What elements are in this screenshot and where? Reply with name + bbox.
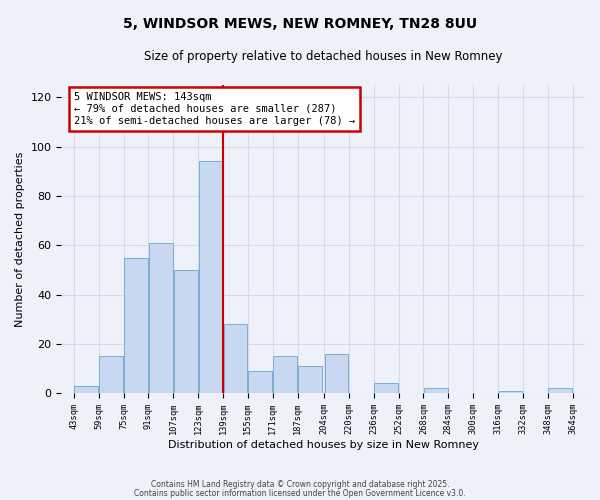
Bar xyxy=(174,270,197,393)
Text: 5 WINDSOR MEWS: 143sqm
← 79% of detached houses are smaller (287)
21% of semi-de: 5 WINDSOR MEWS: 143sqm ← 79% of detached… xyxy=(74,92,355,126)
Bar xyxy=(298,366,322,393)
Bar xyxy=(374,384,398,393)
Text: 5, WINDSOR MEWS, NEW ROMNEY, TN28 8UU: 5, WINDSOR MEWS, NEW ROMNEY, TN28 8UU xyxy=(123,18,477,32)
Bar xyxy=(548,388,572,393)
Bar xyxy=(124,258,148,393)
Text: Contains public sector information licensed under the Open Government Licence v3: Contains public sector information licen… xyxy=(134,488,466,498)
Text: Contains HM Land Registry data © Crown copyright and database right 2025.: Contains HM Land Registry data © Crown c… xyxy=(151,480,449,489)
Bar xyxy=(149,243,173,393)
Bar xyxy=(248,371,272,393)
Y-axis label: Number of detached properties: Number of detached properties xyxy=(15,152,25,327)
Bar xyxy=(224,324,247,393)
Bar xyxy=(199,162,223,393)
Bar xyxy=(424,388,448,393)
Title: Size of property relative to detached houses in New Romney: Size of property relative to detached ho… xyxy=(144,50,502,63)
Bar xyxy=(100,356,123,393)
Bar xyxy=(74,386,98,393)
Bar xyxy=(274,356,297,393)
X-axis label: Distribution of detached houses by size in New Romney: Distribution of detached houses by size … xyxy=(168,440,479,450)
Bar xyxy=(325,354,348,393)
Bar xyxy=(499,391,522,393)
